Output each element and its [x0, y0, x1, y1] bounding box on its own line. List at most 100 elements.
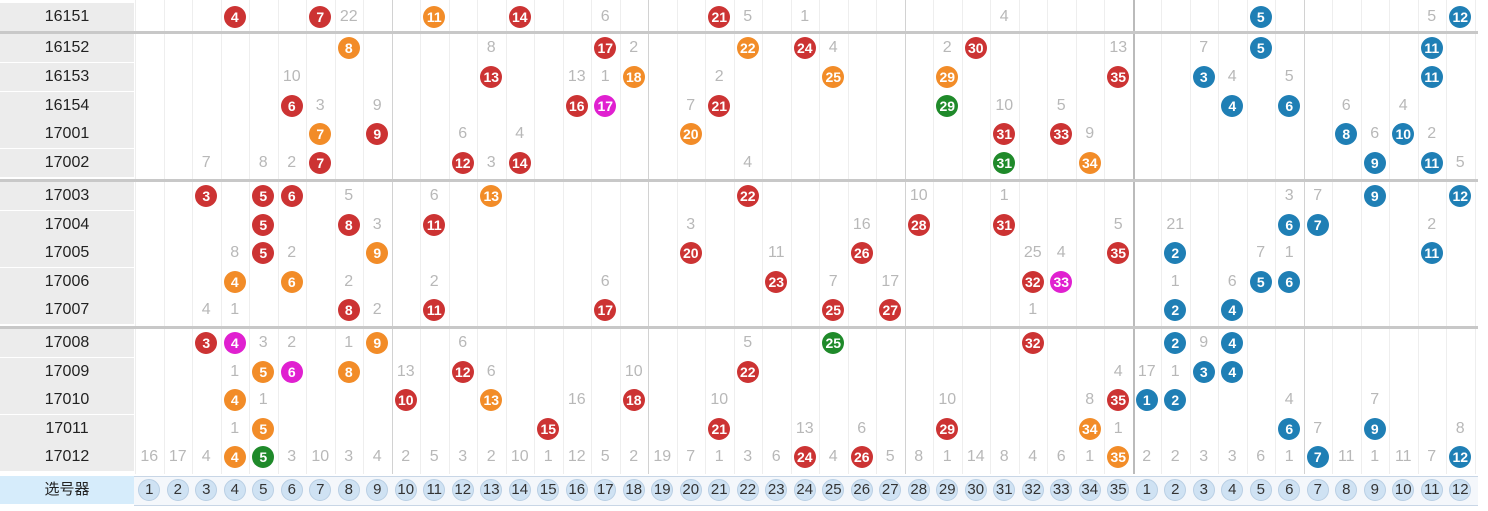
picker-front-number[interactable]: 21	[708, 479, 731, 501]
issue-number: 17004	[0, 211, 134, 239]
picker-front-number[interactable]: 30	[964, 479, 987, 501]
picker-back-number[interactable]: 5	[1249, 479, 1272, 501]
back-miss-count: 8	[1455, 420, 1465, 437]
picker-back-number[interactable]: 9	[1363, 479, 1386, 501]
picker-front-number[interactable]: 14	[508, 479, 531, 501]
front-miss-count: 2	[486, 448, 496, 465]
front-miss-count: 4	[1028, 448, 1038, 465]
back-drawn-ball: 1	[1135, 389, 1158, 411]
picker-front-number[interactable]: 7	[309, 479, 332, 501]
front-drawn-ball: 29	[936, 66, 959, 88]
picker-front-number[interactable]: 2	[166, 479, 189, 501]
picker-front-number[interactable]: 13	[480, 479, 503, 501]
picker-front-number[interactable]: 20	[679, 479, 702, 501]
front-miss-count: 6	[458, 334, 468, 351]
front-miss-count: 5	[344, 187, 354, 204]
back-drawn-ball: 9	[1363, 185, 1386, 207]
front-drawn-ball: 3	[195, 332, 218, 354]
front-miss-count: 9	[372, 97, 382, 114]
back-miss-count: 9	[1199, 334, 1209, 351]
back-miss-count: 11	[1337, 448, 1355, 465]
issue-number: 16151	[0, 3, 134, 31]
front-miss-count: 4	[372, 448, 382, 465]
picker-back-number[interactable]: 7	[1306, 479, 1329, 501]
picker-front-number[interactable]: 1	[138, 479, 161, 501]
back-miss-count: 7	[1427, 448, 1437, 465]
back-miss-count: 4	[1398, 97, 1408, 114]
picker-front-number[interactable]: 29	[936, 479, 959, 501]
picker-front-number[interactable]: 8	[337, 479, 360, 501]
front-drawn-ball: 32	[1021, 332, 1044, 354]
picker-front-number[interactable]: 22	[736, 479, 759, 501]
picker-front-number[interactable]: 10	[394, 479, 417, 501]
front-drawn-ball: 8	[337, 37, 360, 59]
front-miss-count: 2	[344, 273, 354, 290]
issue-number: 17001	[0, 120, 134, 148]
back-miss-count: 7	[1313, 420, 1323, 437]
front-drawn-ball: 15	[537, 418, 560, 440]
back-miss-count: 7	[1370, 391, 1380, 408]
picker-back-number[interactable]: 11	[1420, 479, 1443, 501]
back-miss-count: 6	[1227, 273, 1237, 290]
picker-front-number[interactable]: 35	[1107, 479, 1130, 501]
front-miss-count: 14	[966, 448, 985, 465]
picker-front-number[interactable]: 24	[793, 479, 816, 501]
grid-line	[505, 0, 507, 474]
picker-back-number[interactable]: 1	[1135, 479, 1158, 501]
back-drawn-ball: 6	[1278, 214, 1301, 236]
picker-front-number[interactable]: 25	[822, 479, 845, 501]
front-drawn-ball: 28	[907, 214, 930, 236]
picker-front-number[interactable]: 32	[1021, 479, 1044, 501]
picker-back-number[interactable]: 2	[1164, 479, 1187, 501]
front-miss-count: 8	[1085, 391, 1095, 408]
picker-back-number[interactable]: 12	[1449, 479, 1472, 501]
picker-front-number[interactable]: 9	[366, 479, 389, 501]
picker-front-number[interactable]: 11	[423, 479, 446, 501]
picker-front-number[interactable]: 3	[195, 479, 218, 501]
grid-line	[1332, 0, 1333, 474]
picker-front-number[interactable]: 18	[622, 479, 645, 501]
front-miss-count: 6	[486, 363, 496, 380]
issue-number: 17003	[0, 182, 134, 210]
front-miss-count: 9	[1085, 125, 1095, 142]
grid-line	[876, 0, 877, 474]
picker-front-number[interactable]: 6	[280, 479, 303, 501]
picker-front-number[interactable]: 27	[879, 479, 902, 501]
front-miss-count: 2	[287, 244, 297, 261]
front-drawn-ball: 22	[736, 361, 759, 383]
picker-back-number[interactable]: 4	[1221, 479, 1244, 501]
picker-front-number[interactable]: 28	[907, 479, 930, 501]
front-miss-count: 13	[567, 68, 586, 85]
front-miss-count: 25	[1023, 244, 1042, 261]
grid-line	[847, 0, 849, 474]
picker-front-number[interactable]: 5	[252, 479, 275, 501]
issue-number: 17007	[0, 296, 134, 324]
picker-back-number[interactable]: 8	[1335, 479, 1358, 501]
back-miss-count: 1	[1370, 448, 1380, 465]
picker-front-number[interactable]: 19	[651, 479, 674, 501]
front-miss-count: 10	[282, 68, 301, 85]
picker-front-number[interactable]: 34	[1078, 479, 1101, 501]
back-drawn-ball: 7	[1306, 214, 1329, 236]
picker-front-number[interactable]: 17	[594, 479, 617, 501]
front-drawn-ball: 24	[793, 446, 816, 468]
picker-front-number[interactable]: 15	[537, 479, 560, 501]
front-drawn-ball: 4	[223, 389, 246, 411]
picker-front-number[interactable]: 16	[565, 479, 588, 501]
picker-front-number[interactable]: 4	[223, 479, 246, 501]
front-miss-count: 5	[1113, 216, 1123, 233]
picker-front-number[interactable]: 23	[765, 479, 788, 501]
front-miss-count: 3	[287, 448, 297, 465]
front-miss-count: 10	[311, 448, 330, 465]
front-drawn-ball: 6	[280, 95, 303, 117]
picker-back-number[interactable]: 6	[1278, 479, 1301, 501]
picker-back-number[interactable]: 10	[1392, 479, 1415, 501]
front-miss-count: 1	[230, 301, 240, 318]
picker-front-number[interactable]: 31	[993, 479, 1016, 501]
picker-back-number[interactable]: 3	[1192, 479, 1215, 501]
picker-front-number[interactable]: 12	[451, 479, 474, 501]
picker-front-number[interactable]: 33	[1050, 479, 1073, 501]
front-miss-count: 1	[600, 68, 610, 85]
picker-front-number[interactable]: 26	[850, 479, 873, 501]
front-miss-count: 2	[714, 68, 724, 85]
